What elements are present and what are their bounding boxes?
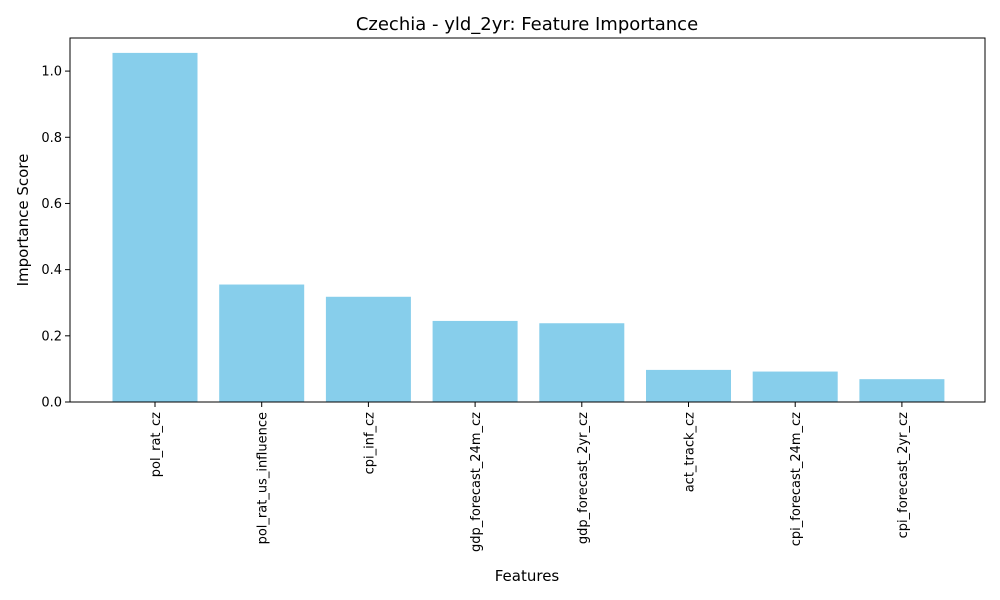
bars-group	[112, 52, 945, 403]
y-tick-label: 0.6	[41, 197, 62, 212]
x-tick-label: cpi_inf_cz	[362, 412, 377, 475]
y-tick-label: 0.2	[41, 329, 62, 344]
bar-cpi-forecast-24m-cz	[752, 371, 838, 402]
bar-gdp-forecast-24m-cz	[432, 320, 518, 402]
y-tick-label: 0.8	[41, 131, 62, 146]
x-tick-label: cpi_forecast_24m_cz	[789, 412, 804, 546]
y-axis: 0.0 0.2 0.4 0.6 0.8 1.0	[41, 65, 70, 411]
x-axis-label: Features	[495, 567, 560, 585]
y-tick-label: 1.0	[41, 65, 62, 80]
x-tick-label: gdp_forecast_24m_cz	[469, 412, 484, 552]
x-tick-label: cpi_forecast_2yr_cz	[896, 412, 911, 539]
plot-frame	[69, 37, 986, 403]
bar-cpi-inf-cz	[325, 296, 411, 402]
bar-pol-rat-us-influence	[219, 284, 305, 402]
chart-title: Czechia - yld_2yr: Feature Importance	[356, 14, 698, 35]
x-tick-label: gdp_forecast_2yr_cz	[576, 412, 591, 544]
y-axis-label: Importance Score	[14, 154, 32, 287]
y-tick-label: 0.4	[41, 263, 62, 278]
bar-act-track-cz	[646, 369, 731, 402]
y-tick-label: 0.0	[41, 396, 62, 411]
bar-cpi-forecast-2yr-cz	[859, 379, 945, 402]
bar-gdp-forecast-2yr-cz	[539, 323, 625, 402]
bar-pol-rat-cz	[112, 52, 198, 403]
x-tick-label: pol_rat_us_influence	[256, 412, 271, 544]
x-tick-label: pol_rat_cz	[149, 412, 164, 477]
x-axis: pol_rat_cz pol_rat_us_influence cpi_inf_cz…	[149, 402, 911, 552]
x-tick-label: act_track_cz	[683, 412, 698, 492]
